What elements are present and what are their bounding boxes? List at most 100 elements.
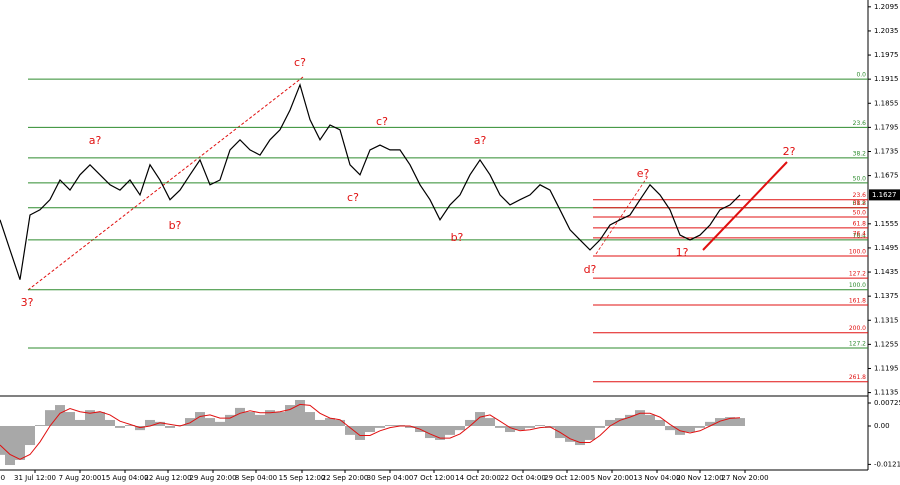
histogram-bar xyxy=(585,425,595,440)
histogram-bar xyxy=(255,414,265,426)
x-tick-label: 29 Aug 20:00 xyxy=(189,474,236,482)
fib-label: 50.0 xyxy=(853,175,867,182)
fib-label: 261.8 xyxy=(849,374,866,381)
wave-label: b? xyxy=(451,231,464,244)
fib-label: 50.0 xyxy=(853,209,867,216)
wave-label: c? xyxy=(294,56,306,69)
osc-y-tick-label: 0.00725 xyxy=(874,399,900,407)
fib-label: 100.0 xyxy=(849,248,866,255)
y-tick-label: 1.2035 xyxy=(874,27,899,35)
histogram-bar xyxy=(55,405,65,426)
y-tick-label: 1.1315 xyxy=(874,316,899,324)
x-tick-label: 30 Sep 04:00 xyxy=(367,474,414,482)
y-tick-label: 1.1135 xyxy=(874,389,899,397)
y-tick-label: 1.1795 xyxy=(874,123,899,131)
histogram-bar xyxy=(495,425,505,428)
histogram-bar xyxy=(125,425,135,426)
histogram-bar xyxy=(375,425,385,428)
price-line xyxy=(0,82,741,280)
wave-label: 1? xyxy=(676,246,689,259)
fib-label: 61.8 xyxy=(853,200,867,207)
histogram-bar xyxy=(685,425,695,433)
x-tick-label: 15 Aug 04:00 xyxy=(101,474,148,482)
histogram-bar xyxy=(695,425,705,428)
histogram-bar xyxy=(715,418,725,426)
histogram-bar xyxy=(275,412,285,426)
fib-label: 127.2 xyxy=(849,340,866,347)
histogram-bar xyxy=(155,421,165,426)
y-tick-label: 1.1975 xyxy=(874,51,899,59)
y-tick-label: 1.1555 xyxy=(874,220,899,228)
histogram-bar xyxy=(0,425,5,455)
histogram-bar xyxy=(115,425,125,428)
histogram-bar xyxy=(595,425,605,428)
histogram-bar xyxy=(95,412,105,426)
histogram-bar xyxy=(15,425,25,460)
x-tick-label: 22 Oct 04:00 xyxy=(500,474,546,482)
wave-label: a? xyxy=(89,134,102,147)
histogram-bar xyxy=(335,419,345,426)
x-tick-label: 22 Aug 12:00 xyxy=(144,474,191,482)
wave-label: d? xyxy=(584,263,597,276)
histogram-bar xyxy=(105,419,115,426)
histogram-bar xyxy=(235,407,245,426)
histogram-bar xyxy=(485,418,495,426)
fib-label: 76.4 xyxy=(853,230,867,237)
forecast-arrow xyxy=(702,161,788,251)
x-tick-label: 5 Nov 20:00 xyxy=(591,474,634,482)
histogram-bar xyxy=(245,412,255,426)
histogram-bar xyxy=(455,425,465,431)
fib-label: 61.8 xyxy=(853,220,867,227)
histogram-bar xyxy=(185,418,195,426)
histogram-bar xyxy=(35,425,45,426)
y-tick-label: 1.1675 xyxy=(874,172,899,180)
fib-label: 38.2 xyxy=(853,150,867,157)
histogram-bar xyxy=(165,425,175,428)
histogram-bar xyxy=(705,421,715,426)
histogram-bar xyxy=(665,425,675,431)
histogram-bar xyxy=(265,410,275,426)
histogram-bar xyxy=(145,419,155,426)
histogram-bar xyxy=(385,425,395,426)
histogram-bar xyxy=(635,410,645,426)
y-tick-label: 1.1255 xyxy=(874,340,899,348)
y-tick-label: 1.1915 xyxy=(874,75,899,83)
histogram-bar xyxy=(575,425,585,446)
histogram-bar xyxy=(315,419,325,426)
wave-label: a? xyxy=(474,134,487,147)
histogram-bar xyxy=(655,419,665,426)
wave-label: e? xyxy=(637,167,650,180)
fib-label: 76.4 xyxy=(853,232,867,239)
histogram-bar xyxy=(65,412,75,426)
trend-dashed-line xyxy=(595,175,649,255)
fib-label: 23.6 xyxy=(853,120,867,127)
y-tick-label: 1.1375 xyxy=(874,292,899,300)
fib-label: 100.0 xyxy=(849,282,866,289)
y-tick-label: 1.1495 xyxy=(874,244,899,252)
x-tick-label: 13 Nov 04:00 xyxy=(633,474,680,482)
wave-label: b? xyxy=(169,219,182,232)
x-tick-label: 27 Nov 20:00 xyxy=(721,474,768,482)
histogram-bar xyxy=(365,425,375,433)
x-tick-label: 14 Oct 20:00 xyxy=(455,474,501,482)
x-tick-label: 31 Jul 12:00 xyxy=(14,474,56,482)
histogram-bar xyxy=(615,418,625,426)
histogram-bar xyxy=(515,425,525,431)
current-price-label: 1.1627 xyxy=(872,191,897,199)
wave-label: c? xyxy=(347,191,359,204)
fib-label: 127.2 xyxy=(849,271,866,278)
x-tick-label: 29 Oct 12:00 xyxy=(544,474,590,482)
histogram-bar xyxy=(465,419,475,426)
y-tick-label: 1.1195 xyxy=(874,364,899,372)
wave-label: c? xyxy=(376,115,388,128)
histogram-bar xyxy=(525,425,535,428)
x-tick-label: 22 Sep 20:00 xyxy=(322,474,369,482)
histogram-bar xyxy=(735,418,745,426)
x-tick-label: 8 Sep 04:00 xyxy=(235,474,277,482)
histogram-bar xyxy=(45,410,55,426)
y-tick-label: 1.1735 xyxy=(874,147,899,155)
histogram-bar xyxy=(355,425,365,440)
histogram-bar xyxy=(605,419,615,426)
histogram-bar xyxy=(405,425,415,428)
